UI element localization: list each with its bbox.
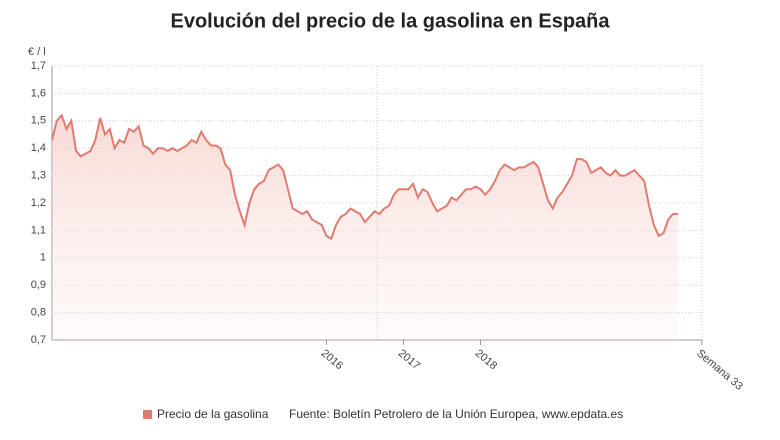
y-tick-label: 0,9	[31, 279, 46, 291]
y-tick-label: 1,7	[31, 60, 46, 72]
y-tick-label: 1,1	[31, 224, 46, 236]
y-tick-label: 1,4	[31, 142, 46, 154]
y-tick-label: 1,5	[31, 115, 46, 127]
x-tick-label: 2016	[319, 347, 345, 372]
y-tick-label: 0,7	[31, 334, 46, 346]
y-tick-label: 1,2	[31, 197, 46, 209]
y-tick-label: 1,3	[31, 170, 46, 182]
source: Fuente: Boletín Petrolero de la Unión Eu…	[289, 407, 623, 421]
legend-label: Precio de la gasolina	[157, 407, 269, 421]
line	[51, 113, 678, 241]
x-tick-label: Semana 33	[694, 347, 745, 392]
x-tick-label: 2017	[396, 347, 422, 372]
y-axis-label: € / l	[28, 46, 46, 58]
legend-swatch	[143, 410, 152, 419]
area	[52, 115, 678, 340]
x-tick-label: 2018	[473, 347, 499, 372]
chart-title: Evolución del precio de la gasolina en E…	[170, 10, 610, 32]
y-tick-label: 1	[40, 252, 46, 264]
y-tick-label: 0,8	[31, 307, 46, 319]
y-tick-label: 1,6	[31, 87, 46, 99]
